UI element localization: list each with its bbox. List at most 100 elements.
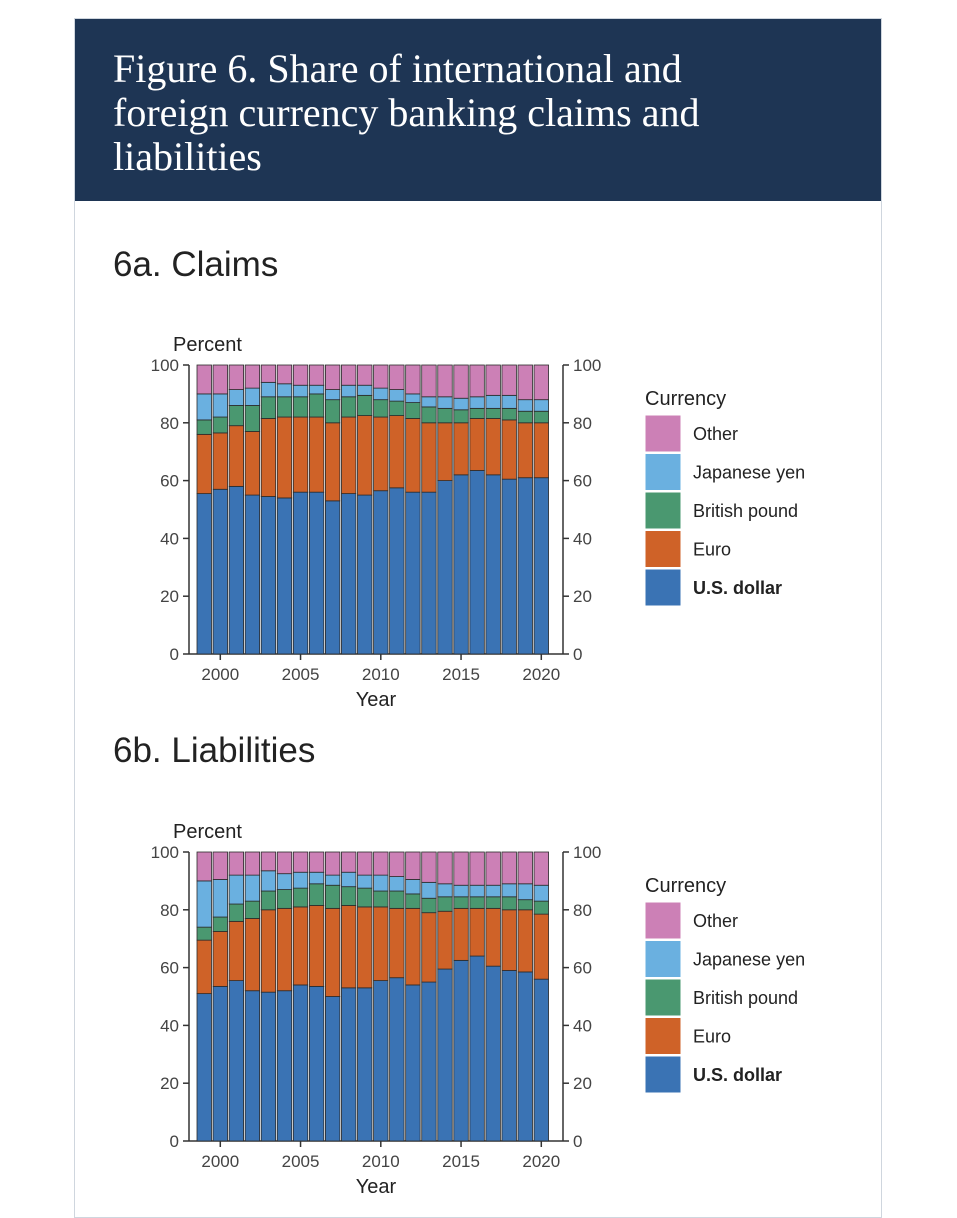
bar-euro-2000: [212, 931, 228, 987]
bar-u-s-dollar-1999: [196, 493, 212, 655]
y-tick-label-right: 20: [573, 1074, 592, 1093]
bar-euro-2000: [212, 432, 228, 490]
bar-other-2003: [260, 851, 277, 872]
bar-japanese-yen-2005: [292, 871, 309, 889]
bar-other-2002: [244, 851, 261, 876]
bar-u-s-dollar-2001: [228, 485, 244, 655]
bar-euro-2004: [276, 416, 293, 499]
bar-u-s-dollar-2015: [453, 474, 469, 655]
bar-british-pound-2004: [276, 396, 293, 418]
bar-british-pound-2001: [228, 405, 244, 427]
bar-british-pound-2018: [501, 896, 517, 911]
x-tick-label: 2005: [282, 1152, 320, 1171]
bar-euro-2017: [485, 907, 501, 967]
bar-japanese-yen-2013: [421, 881, 437, 899]
bar-japanese-yen-2008: [341, 384, 357, 398]
bar-euro-2018: [501, 909, 517, 971]
bar-u-s-dollar-2010: [373, 490, 389, 655]
bar-british-pound-2010: [373, 399, 389, 418]
bar-japanese-yen-2016: [469, 884, 485, 898]
bar-u-s-dollar-2008: [341, 987, 357, 1142]
y-tick-label-right: 100: [573, 843, 601, 862]
x-tick-label: 2010: [362, 1152, 400, 1171]
bar-japanese-yen-2004: [276, 873, 293, 890]
bar-other-2009: [357, 364, 373, 386]
bar-british-pound-2015: [453, 409, 469, 424]
bar-u-s-dollar-2003: [260, 991, 277, 1142]
bar-japanese-yen-2003: [260, 381, 277, 398]
y-tick-label-right: 40: [573, 529, 592, 548]
y-tick-label-left: 60: [160, 959, 179, 978]
bar-u-s-dollar-2010: [373, 980, 389, 1142]
bar-other-2009: [357, 851, 373, 876]
bar-other-2006: [308, 851, 325, 873]
y-tick-label-left: 20: [160, 1074, 179, 1093]
bar-british-pound-2017: [485, 896, 501, 909]
bar-japanese-yen-2012: [405, 879, 421, 895]
legend-swatch-other: [644, 414, 682, 453]
bar-u-s-dollar-2011: [389, 487, 405, 655]
x-axis-label: Year: [356, 689, 397, 711]
bar-other-2010: [373, 851, 389, 876]
bar-japanese-yen-2001: [228, 874, 244, 905]
bar-u-s-dollar-2018: [501, 970, 517, 1142]
bar-british-pound-2016: [469, 407, 485, 419]
bar-japanese-yen-1999: [196, 393, 212, 421]
legend-label-u-s-dollar: U.S. dollar: [693, 578, 782, 598]
bar-euro-2019: [517, 422, 533, 479]
bar-other-2019: [517, 364, 533, 401]
bar-other-2003: [260, 364, 277, 383]
bar-euro-2006: [308, 905, 325, 987]
bar-other-2014: [437, 364, 453, 398]
bar-british-pound-2000: [212, 916, 228, 932]
bar-japanese-yen-2017: [485, 884, 501, 898]
bar-japanese-yen-2004: [276, 383, 293, 398]
bar-euro-2013: [421, 912, 437, 983]
bar-japanese-yen-2020: [533, 399, 549, 412]
y-tick-label-left: 80: [160, 414, 179, 433]
bar-british-pound-2006: [308, 393, 325, 418]
bar-british-pound-2005: [292, 396, 309, 418]
bar-other-2004: [276, 851, 293, 875]
bar-british-pound-2005: [292, 887, 309, 908]
bar-euro-2006: [308, 416, 325, 493]
y-tick-label-right: 40: [573, 1016, 592, 1035]
bar-british-pound-2012: [405, 893, 421, 909]
y-tick-label-left: 40: [160, 1016, 179, 1035]
bar-euro-2003: [260, 909, 277, 993]
bar-japanese-yen-2003: [260, 870, 277, 892]
bar-euro-1999: [196, 939, 212, 995]
chart-b-subtitle: 6b. Liabilities: [113, 731, 316, 770]
bar-japanese-yen-2002: [244, 387, 261, 406]
y-tick-label-right: 80: [573, 901, 592, 920]
legend-label-other: Other: [693, 424, 738, 444]
legend-swatch-euro: [644, 530, 682, 568]
bar-other-2018: [501, 851, 517, 885]
bar-japanese-yen-2013: [421, 396, 437, 408]
bar-u-s-dollar-2004: [276, 497, 293, 655]
bar-japanese-yen-2000: [212, 393, 228, 418]
bar-japanese-yen-2002: [244, 874, 261, 902]
bar-u-s-dollar-2012: [405, 984, 421, 1142]
bar-euro-2002: [244, 918, 261, 992]
bar-euro-2018: [501, 419, 517, 480]
bar-british-pound-2019: [517, 899, 533, 911]
bar-british-pound-2018: [501, 407, 517, 421]
legend-swatch-other: [644, 901, 682, 940]
bar-u-s-dollar-2002: [244, 494, 261, 655]
legend-label-japanese-yen: Japanese yen: [693, 463, 805, 483]
bar-other-2001: [228, 364, 244, 390]
x-tick-label: 2015: [442, 665, 480, 684]
bar-other-2014: [437, 851, 453, 885]
legend-swatch-japanese-yen: [644, 453, 682, 491]
bar-japanese-yen-2016: [469, 396, 485, 409]
bar-euro-2002: [244, 431, 261, 496]
bar-u-s-dollar-2019: [517, 477, 533, 655]
bar-japanese-yen-2018: [501, 394, 517, 409]
bar-japanese-yen-2006: [308, 384, 325, 395]
legend-swatch-euro: [644, 1017, 682, 1055]
bar-euro-2010: [373, 906, 389, 982]
bar-japanese-yen-2001: [228, 389, 244, 406]
